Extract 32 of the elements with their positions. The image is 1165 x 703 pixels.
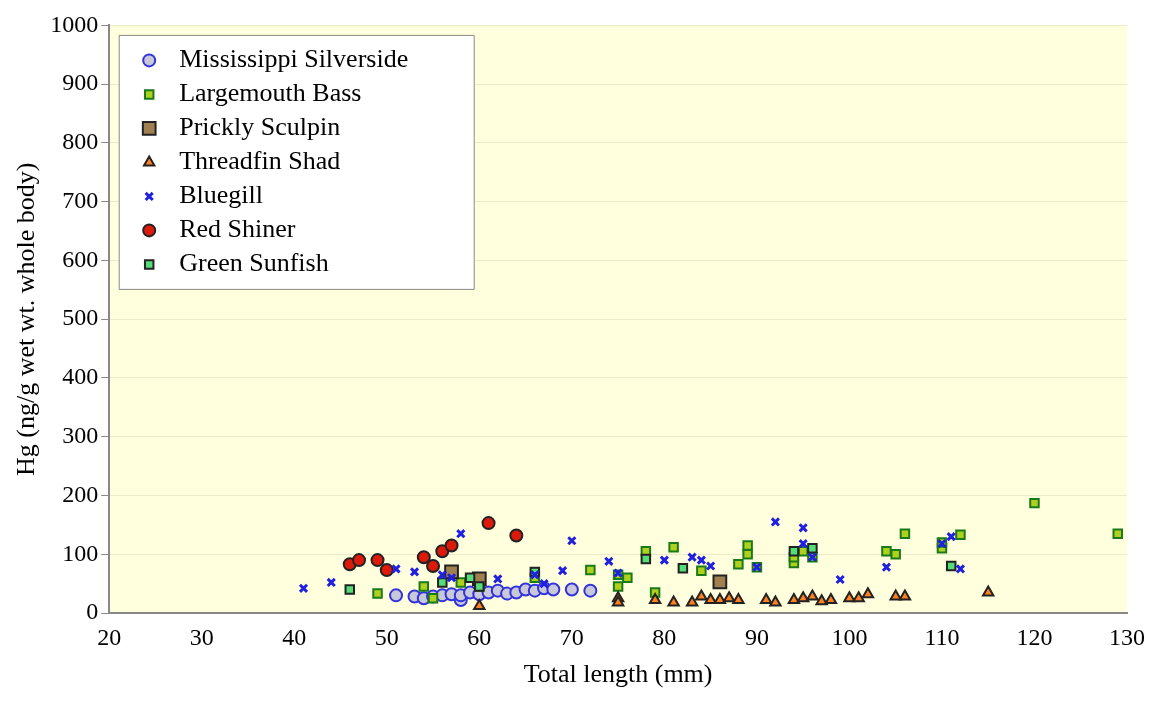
legend-label: Prickly Sculpin [179, 112, 341, 142]
x-tick-label: 30 [189, 623, 214, 650]
x-tick-label: 40 [282, 623, 307, 650]
x-axis-title: Total length (mm) [523, 659, 713, 689]
y-tick-label: 600 [62, 245, 99, 272]
x-tick-label: 80 [652, 623, 677, 650]
x-tick-label: 60 [467, 623, 492, 650]
x-tick-label: 120 [1016, 623, 1053, 650]
x-tick-label: 110 [924, 623, 960, 650]
x-tick-label: 130 [1109, 623, 1145, 650]
x-tick-label: 90 [744, 623, 769, 650]
x-tick-label: 50 [374, 623, 399, 650]
x-tick-label: 100 [831, 623, 868, 650]
y-tick-label: 500 [62, 304, 99, 331]
legend-label: Red Shiner [179, 214, 296, 244]
x-tick-label: 70 [559, 623, 584, 650]
y-tick-label: 900 [62, 69, 99, 96]
y-tick-label: 300 [62, 422, 99, 449]
y-tick-label: 800 [62, 128, 99, 155]
legend-label: Threadfin Shad [179, 146, 341, 176]
y-tick-label: 700 [62, 186, 99, 213]
x-tick-label: 20 [97, 623, 122, 650]
legend-label: Bluegill [179, 180, 263, 210]
legend-label: Largemouth Bass [179, 78, 362, 108]
y-tick-label: 0 [86, 598, 99, 625]
y-tick-label: 1000 [50, 10, 99, 37]
y-tick-label: 400 [62, 363, 99, 390]
y-tick-label: 100 [62, 539, 99, 566]
y-tick-label: 200 [62, 480, 99, 507]
legend-label: Mississippi Silverside [179, 44, 409, 74]
y-axis-title: Hg (ng/g wet wt. whole body) [11, 162, 41, 476]
legend-label: Green Sunfish [179, 248, 329, 278]
